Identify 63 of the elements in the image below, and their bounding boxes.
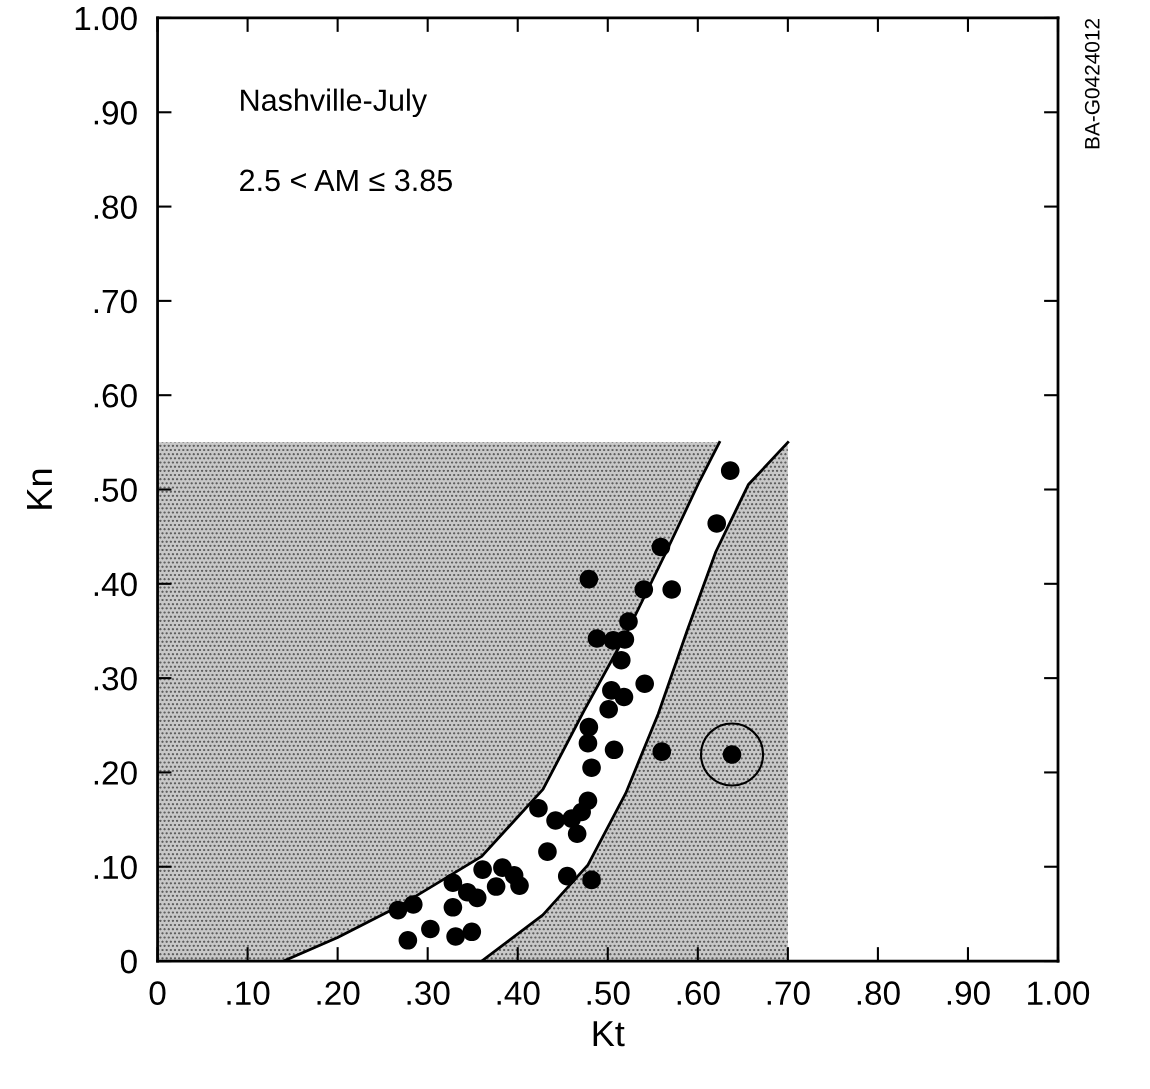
- y-tick-label: .70: [94, 289, 137, 314]
- point: [398, 930, 418, 950]
- x-tick-label: .20: [317, 981, 360, 1005]
- point: [707, 514, 727, 533]
- point: [403, 895, 423, 914]
- x-tick-label: .70: [767, 981, 810, 1005]
- y-tick-label: .10: [94, 855, 137, 880]
- y-tick-label: .40: [94, 572, 137, 597]
- y-tick-label: .60: [94, 384, 137, 408]
- text: BA-G0424012: [1084, 19, 1100, 149]
- y-tick-label: 1.00: [75, 6, 137, 31]
- x-tick-label: .80: [857, 981, 900, 1005]
- y-tick-label: .20: [94, 761, 137, 785]
- point: [652, 742, 672, 761]
- point: [557, 866, 577, 886]
- x-tick-label: .40: [497, 981, 540, 1005]
- point: [467, 888, 487, 908]
- y-axis-title: Kn: [27, 469, 52, 509]
- x-tick-label: .30: [407, 981, 450, 1005]
- x-axis-title: Kt: [593, 1021, 625, 1047]
- x-tick-label: 1.00: [1028, 981, 1090, 1005]
- point: [462, 922, 482, 942]
- point: [582, 870, 601, 890]
- point: [421, 919, 440, 939]
- point: [486, 877, 506, 896]
- point: [567, 824, 587, 844]
- point: [599, 699, 618, 719]
- point: [538, 842, 557, 861]
- point: [619, 612, 638, 631]
- y-tick-label: .50: [94, 478, 137, 502]
- point: [446, 927, 465, 946]
- y-tick-label: .80: [94, 195, 137, 219]
- y-tick-label: .90: [94, 101, 137, 125]
- point: [473, 860, 492, 879]
- point: [578, 733, 598, 753]
- annotation: Nashville-July: [241, 88, 428, 118]
- point: [604, 740, 624, 760]
- y-tick-label: 0: [120, 949, 137, 974]
- x-tick-label: .50: [587, 981, 630, 1005]
- point: [443, 897, 463, 917]
- point: [579, 569, 599, 589]
- point: [611, 650, 631, 670]
- point: [546, 811, 565, 830]
- y-tick-label: .30: [94, 666, 137, 691]
- point: [662, 580, 682, 599]
- point: [582, 758, 601, 778]
- point: [587, 629, 607, 648]
- point: [510, 876, 529, 895]
- point: [579, 717, 599, 737]
- point: [388, 900, 408, 920]
- point: [614, 687, 634, 707]
- x-tick-label: .60: [677, 981, 720, 1005]
- point: [615, 630, 635, 649]
- point: [529, 798, 548, 818]
- x-tick-label: .10: [227, 981, 270, 1005]
- x-tick-label: 0: [149, 981, 166, 1005]
- point: [634, 580, 654, 599]
- x-tick-label: .90: [947, 981, 990, 1005]
- point: [720, 461, 740, 480]
- point: [443, 873, 463, 893]
- point: [635, 674, 655, 694]
- annotation: 2.5 < AM ≤ 3.85: [240, 169, 452, 192]
- point: [651, 537, 671, 557]
